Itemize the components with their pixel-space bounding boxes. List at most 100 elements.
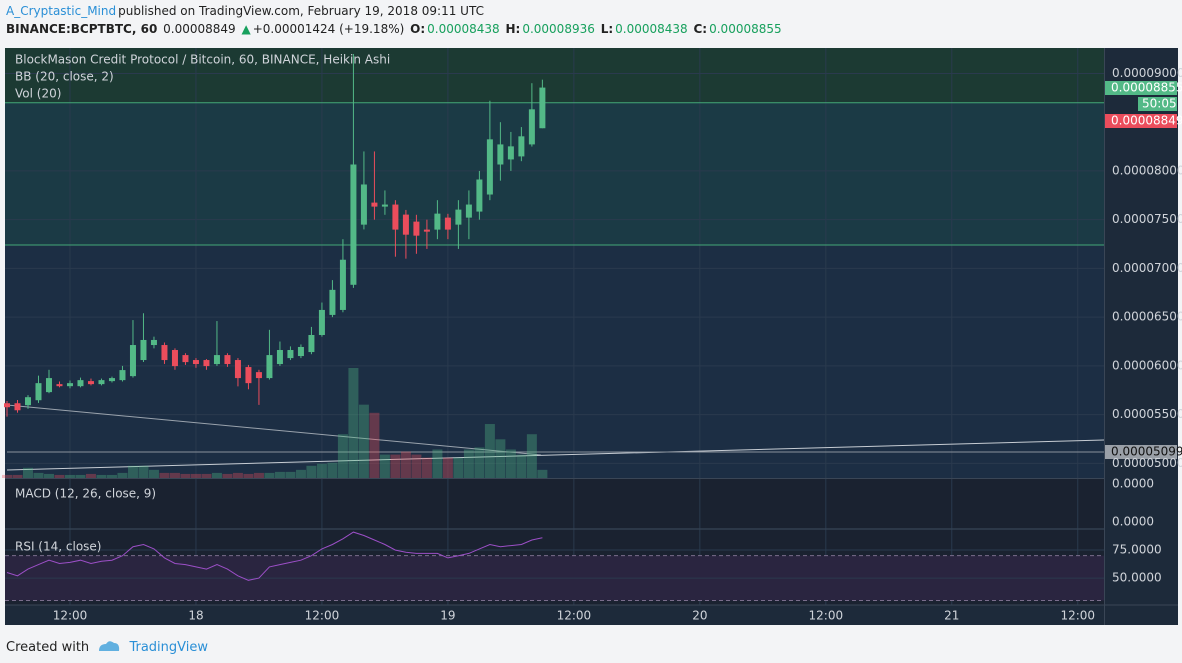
volume-bar: [2, 474, 12, 478]
volume-bar: [495, 439, 506, 478]
countdown: 50:05: [1142, 97, 1177, 111]
symbol: BINANCE:BCPTBTC, 60: [6, 22, 158, 36]
volume-bar: [64, 474, 75, 478]
header-line: A_Cryptastic_Mind published on TradingVie…: [6, 4, 486, 18]
volume-bar: [484, 424, 495, 478]
candle-body: [476, 179, 483, 212]
volume-bar: [201, 473, 212, 478]
candle-body: [119, 370, 126, 381]
ohlc-value: 0.00008438: [615, 22, 688, 36]
chart-title: BlockMason Credit Protocol / Bitcoin, 60…: [15, 53, 390, 67]
zone: [5, 102, 1104, 246]
volume-bar: [421, 457, 432, 478]
candle-body: [234, 360, 241, 379]
volume-bar: [190, 473, 201, 478]
candle-body: [329, 289, 336, 315]
y-tick-label: 0.00005500: [1112, 407, 1182, 421]
candle-body: [455, 209, 462, 225]
volume-bar: [127, 465, 138, 478]
line-label: 0.00005099: [1111, 445, 1182, 459]
volume-bar: [253, 472, 264, 478]
candle-body: [129, 345, 136, 377]
candle-body: [371, 202, 378, 207]
candle-body: [444, 217, 451, 230]
volume-bar: [264, 472, 275, 478]
macd-tick-label: 0.0000: [1112, 477, 1154, 491]
candle-body: [77, 380, 84, 387]
candle-body: [87, 381, 94, 385]
volume-bar: [537, 469, 548, 478]
volume-bar: [169, 472, 180, 478]
volume-bar: [400, 451, 411, 478]
candle-body: [161, 345, 168, 361]
macd-pane: [5, 479, 1104, 528]
ohlc-value: 0.00008438: [427, 22, 500, 36]
candle-body: [224, 355, 231, 365]
volume-bar: [358, 404, 369, 478]
indicator-label: BB (20, close, 2): [15, 70, 114, 84]
volume-bar: [232, 472, 243, 478]
volume-bar: [222, 473, 233, 478]
y-tick-label: 0.00009000: [1112, 66, 1182, 80]
volume-bar: [159, 472, 170, 478]
x-tick-label: 20: [692, 609, 707, 623]
y-tick-label: 0.00008000: [1112, 163, 1182, 177]
candle-body: [255, 372, 262, 379]
volume-bar: [285, 471, 296, 478]
trend-line: [6, 439, 1105, 471]
candle-body: [213, 355, 220, 365]
volume-bar: [85, 473, 96, 478]
candle-body: [528, 109, 535, 145]
candle-body: [318, 309, 325, 335]
volume-bar: [379, 454, 390, 478]
last-price: 0.00008849: [163, 22, 236, 36]
volume-bar: [526, 434, 537, 478]
candle-body: [98, 380, 105, 385]
volume-bar: [442, 457, 453, 478]
x-tick-label: 12:00: [1060, 609, 1095, 623]
candle-body: [360, 184, 367, 225]
volume-bar: [505, 449, 516, 478]
volume-bar: [337, 434, 348, 478]
author-link[interactable]: A_Cryptastic_Mind: [6, 4, 117, 18]
candle-body: [413, 221, 420, 236]
candle-body: [402, 214, 409, 235]
x-tick-label: 18: [188, 609, 203, 623]
candle-body: [497, 144, 504, 165]
volume-bar: [411, 454, 422, 478]
x-tick-label: 12:00: [53, 609, 88, 623]
ohlc-label: L:: [600, 22, 614, 36]
rsi-line: [6, 531, 543, 581]
candle-body: [4, 403, 10, 408]
zone: [5, 48, 1104, 103]
price-label: 0.00008855: [1111, 81, 1182, 95]
candle-body: [276, 350, 283, 365]
indicator-label: Vol (20): [15, 87, 61, 101]
candle-body: [24, 397, 31, 406]
rsi-tick-label: 75.0000: [1112, 543, 1162, 557]
volume-bar: [96, 474, 107, 478]
ohlc-value: 0.00008936: [522, 22, 595, 36]
volume-bar: [453, 457, 464, 478]
volume-bar: [106, 474, 117, 478]
volume-bar: [138, 465, 149, 478]
x-tick-label: 19: [440, 609, 455, 623]
volume-bar: [22, 467, 33, 478]
footer: Created with TradingView: [6, 637, 208, 655]
trend-line: [6, 404, 542, 456]
rsi-tick-label: 50.0000: [1112, 571, 1162, 585]
volume-bar: [43, 473, 54, 478]
volume-bar: [75, 474, 86, 478]
candle-body: [56, 384, 63, 387]
candle-body: [350, 164, 357, 285]
volume-bar: [274, 471, 285, 478]
candle-body: [192, 360, 199, 365]
candle-body: [35, 383, 42, 401]
price-label-box: [1105, 114, 1177, 128]
candle-body: [14, 403, 21, 411]
brand-link[interactable]: TradingView: [129, 640, 208, 655]
volume-bar: [180, 473, 191, 478]
ohlc-label: H:: [505, 22, 521, 36]
